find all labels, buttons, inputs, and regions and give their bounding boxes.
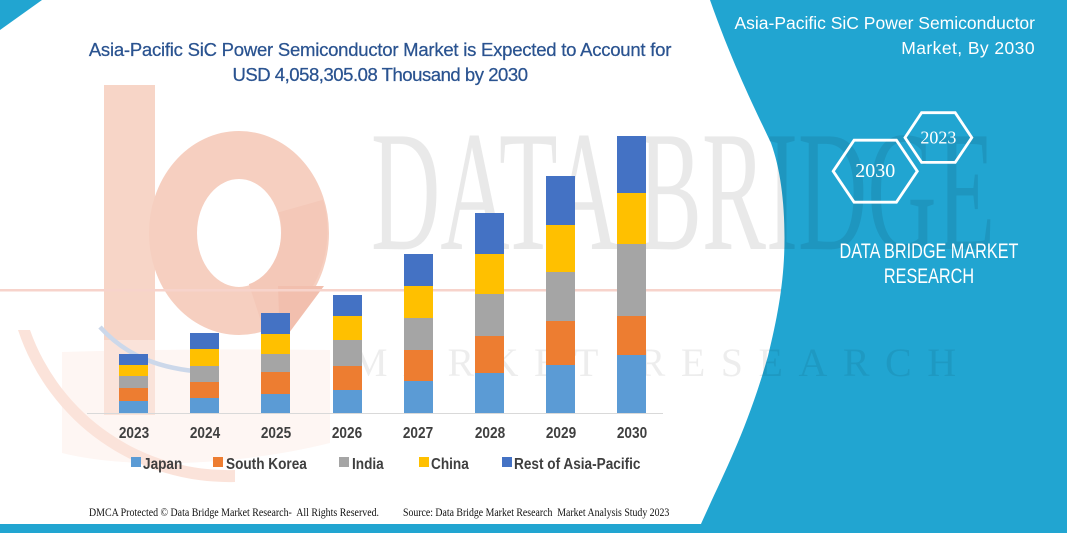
svg-text:2023: 2023 [920,128,956,148]
svg-text:2030: 2030 [855,160,895,182]
